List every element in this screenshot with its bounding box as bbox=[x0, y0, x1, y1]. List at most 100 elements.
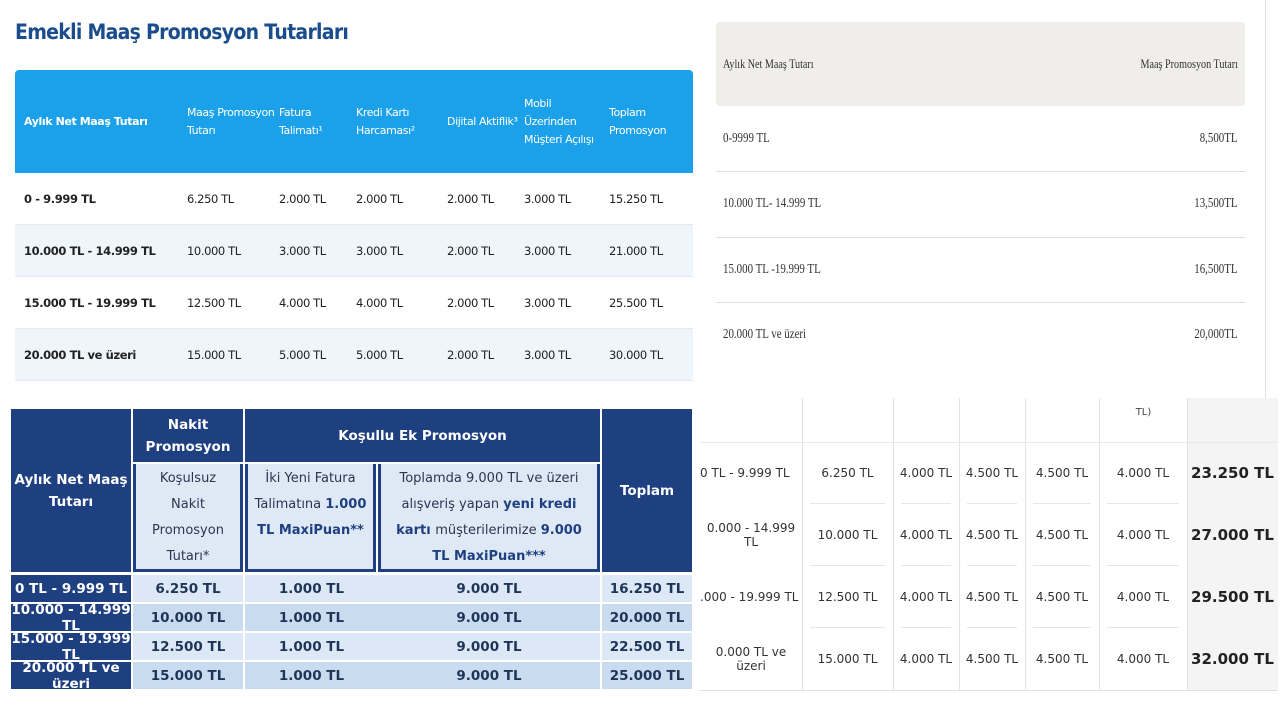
panel1-cell: 2.000 TL bbox=[356, 192, 403, 206]
panel4-cell: 4.000 TL bbox=[899, 590, 953, 604]
panel4-cell: 4.000 TL bbox=[899, 466, 953, 480]
panel1-cell: 3.000 TL bbox=[524, 244, 571, 258]
panel4-cell: 12.500 TL bbox=[817, 590, 878, 604]
panel3-cell: 9.000 TL bbox=[378, 662, 600, 689]
panel3-sub-header: Toplamda 9.000 TL ve üzeri alışveriş yap… bbox=[378, 464, 600, 572]
panel2-left-cell: 20.000 TL ve üzeri bbox=[723, 327, 807, 342]
panel4-row-line bbox=[1033, 503, 1091, 504]
panel1-cell: 3.000 TL bbox=[524, 296, 571, 310]
panel1-cell: 25.500 TL bbox=[609, 296, 663, 310]
panel4-bottom-line bbox=[700, 690, 1278, 691]
panel1-cell: 10.000 TL - 14.999 TL bbox=[24, 244, 156, 258]
panel4-cell: 4.500 TL bbox=[1035, 528, 1089, 542]
panel1-cell: 4.000 TL bbox=[356, 296, 403, 310]
panel1-cell: 2.000 TL bbox=[279, 192, 326, 206]
panel4-row-line bbox=[1033, 565, 1091, 566]
panel1-header-bg bbox=[15, 70, 693, 173]
panel4-row-line bbox=[1107, 627, 1179, 628]
panel1-header-cell: Kredi Kartı Harcaması² bbox=[356, 105, 415, 137]
panel4-column-divider bbox=[1187, 398, 1188, 690]
panel4-column-divider bbox=[1025, 398, 1026, 690]
panel4-cell: 10.000 TL bbox=[817, 528, 878, 542]
panel4-row-line bbox=[1107, 565, 1179, 566]
panel4-cell: 15.000 TL bbox=[817, 652, 878, 666]
panel4-cell: 4.500 TL bbox=[1035, 466, 1089, 480]
panel4-cell: 4.000 TL bbox=[1116, 590, 1170, 604]
panel4-column-divider bbox=[893, 398, 894, 690]
panel4-row-line bbox=[1107, 503, 1179, 504]
panel4-column-divider bbox=[959, 398, 960, 690]
panel2-header-bg bbox=[716, 22, 1245, 106]
panel2-right-cell: 13,500TL bbox=[1194, 196, 1238, 211]
sub-header-text: 9.000 TL MaxiPuan*** bbox=[432, 523, 582, 564]
panel3-total-header: Toplam bbox=[602, 409, 692, 572]
panel4-cell: 4.500 TL bbox=[1035, 652, 1089, 666]
panel4-row-line bbox=[810, 503, 885, 504]
panel3-sub-header: İki Yeni Fatura Talimatına 1.000 TL Maxi… bbox=[245, 464, 376, 572]
panel1-cell: 5.000 TL bbox=[356, 348, 403, 362]
panel3-cell: 10.000 TL bbox=[133, 604, 243, 631]
panel1-header-cell: Aylık Net Maaş Tutarı bbox=[24, 114, 148, 128]
panel3-cell: 9.000 TL bbox=[378, 575, 600, 602]
panel1-cell: 15.000 TL bbox=[187, 348, 241, 362]
panel3-group2: Koşullu Ek Promosyon bbox=[245, 409, 600, 462]
panel1-cell: 30.000 TL bbox=[609, 348, 663, 362]
panel1-cell: 2.000 TL bbox=[447, 192, 494, 206]
sub-header-text: yeni kredi kartı bbox=[396, 497, 577, 538]
panel1-header-cell: Fatura Talimatı¹ bbox=[279, 105, 323, 137]
sub-header-text: Toplamda 9.000 TL ve üzeri alışveriş yap… bbox=[399, 471, 579, 512]
panel4-cell: 4.500 TL bbox=[965, 590, 1019, 604]
panel4-header-line bbox=[700, 442, 1278, 443]
panel4-cell: 0.000 - 14.999 TL bbox=[706, 521, 796, 549]
panel4-cell: 4.500 TL bbox=[965, 466, 1019, 480]
panel2-left-cell: 15.000 TL -19.999 TL bbox=[723, 261, 821, 277]
panel3-cell: 1.000 TL bbox=[245, 662, 378, 689]
panel4-cell: 0 TL - 9.999 TL bbox=[700, 466, 790, 480]
panel4-row-line bbox=[810, 565, 885, 566]
panel4-row-line bbox=[810, 627, 885, 628]
panel2-header-left: Aylık Net Maaş Tutarı bbox=[723, 56, 814, 71]
panel4-total-bg bbox=[1187, 398, 1278, 690]
panel2-left-cell: 10.000 TL- 14.999 TL bbox=[723, 196, 822, 211]
panel2-edge bbox=[1265, 0, 1266, 400]
panel4-cell: 4.000 TL bbox=[1116, 652, 1170, 666]
panel3-cell: 1.000 TL bbox=[245, 633, 378, 660]
panel1-title: Emekli Maaş Promosyon Tutarları bbox=[15, 20, 349, 44]
panel1-cell: 2.000 TL bbox=[447, 296, 494, 310]
panel2-right-cell: 20,000TL bbox=[1194, 327, 1238, 342]
panel2-right-cell: 16,500TL bbox=[1194, 261, 1238, 277]
panel1-cell: 12.500 TL bbox=[187, 296, 241, 310]
panel4-header-fragment: TL) bbox=[1135, 406, 1152, 418]
panel4-cell: 4.000 TL bbox=[899, 652, 953, 666]
sub-header-text: müşterilerimize bbox=[435, 523, 541, 538]
panel2-divider bbox=[716, 171, 1245, 172]
panel4-cell: 4.000 TL bbox=[1116, 528, 1170, 542]
panel1-cell: 4.000 TL bbox=[279, 296, 326, 310]
panel1-cell: 10.000 TL bbox=[187, 244, 241, 258]
panel1-cell: 3.000 TL bbox=[356, 244, 403, 258]
panel2-header-right: Maaş Promosyon Tutarı bbox=[1140, 56, 1238, 71]
panel3-cell: 25.000 TL bbox=[602, 662, 692, 689]
panel1-cell: 2.000 TL bbox=[447, 348, 494, 362]
panel4-cell: 29.500 TL bbox=[1191, 588, 1274, 606]
panel2-right-cell: 8,500TL bbox=[1200, 130, 1238, 146]
panel4-cell: 0.000 TL ve üzeri bbox=[715, 645, 787, 673]
panel1-header-cell: Toplam Promosyon bbox=[609, 105, 667, 137]
panel1-cell: 3.000 TL bbox=[279, 244, 326, 258]
panel1-cell: 21.000 TL bbox=[609, 244, 663, 258]
panel1-row bbox=[15, 173, 693, 225]
panel4-cell: 4.500 TL bbox=[1035, 590, 1089, 604]
panel1-header-cell: Mobil Üzerinden Müşteri Açılışı bbox=[524, 96, 594, 146]
panel3-cell: 20.000 TL bbox=[602, 604, 692, 631]
panel4-cell: 4.500 TL bbox=[965, 652, 1019, 666]
panel4-row-line bbox=[901, 565, 951, 566]
panel3-cell: 12.500 TL bbox=[133, 633, 243, 660]
sub-header-text: Koşulsuz Nakit Promosyon Tutarı* bbox=[152, 471, 224, 564]
panel2-divider bbox=[716, 236, 1245, 238]
panel4-cell: 6.250 TL bbox=[821, 466, 874, 480]
panel1-cell: 5.000 TL bbox=[279, 348, 326, 362]
panel3-cell: 1.000 TL bbox=[245, 575, 378, 602]
panel4-row-line bbox=[967, 565, 1017, 566]
